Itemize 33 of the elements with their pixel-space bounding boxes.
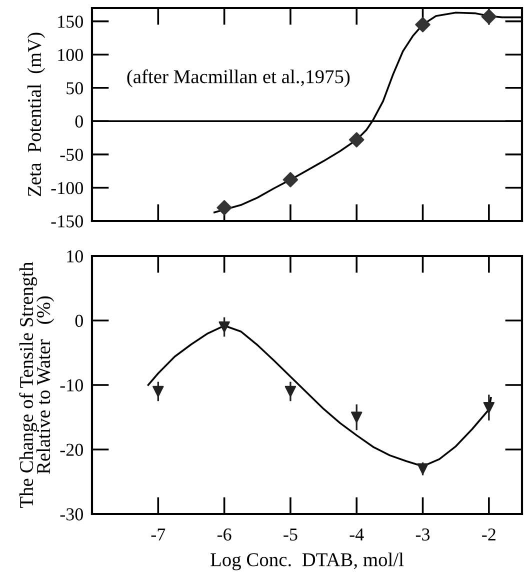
point	[481, 9, 497, 24]
y-tick-label: 100	[58, 48, 83, 62]
x-tick-label: -2	[482, 528, 496, 540]
y-tick-label: 0	[75, 115, 83, 128]
point	[218, 321, 230, 333]
x-axis-title: Log Conc. DTAB, mol/l	[210, 552, 404, 570]
x-tick-label: -3	[416, 528, 430, 541]
point	[282, 172, 298, 188]
point	[152, 386, 164, 398]
point	[351, 412, 362, 423]
point	[415, 17, 430, 32]
y-tick-label: 10	[67, 250, 83, 262]
y-tick-label: 150	[58, 16, 83, 28]
point	[483, 402, 495, 414]
x-tick-label: -5	[284, 528, 298, 541]
y-tick-label: 0	[75, 314, 83, 327]
x-tick-label: -6	[217, 528, 232, 541]
y-tick-label: -100	[51, 182, 83, 194]
y-tick-label: -30	[60, 508, 83, 520]
y-tick-label: 50	[66, 82, 83, 94]
y-tick-label: -10	[60, 379, 83, 392]
x-tick-label: -7	[151, 528, 166, 540]
x-tick-label: -4	[350, 528, 364, 540]
annotation: (after Macmillan et al.,1975)	[127, 69, 350, 88]
point	[216, 200, 232, 216]
point	[348, 132, 364, 148]
point	[284, 386, 296, 398]
y-tick-label: -150	[51, 215, 83, 228]
point	[417, 463, 428, 474]
y-axis-title: Zeta Potential (mV)	[27, 32, 46, 196]
y-axis-title: The Change of Tensile Strength Relative to Water (%)	[19, 262, 54, 508]
y-tick-label: -50	[60, 148, 83, 161]
y-tick-label: -20	[60, 444, 83, 456]
